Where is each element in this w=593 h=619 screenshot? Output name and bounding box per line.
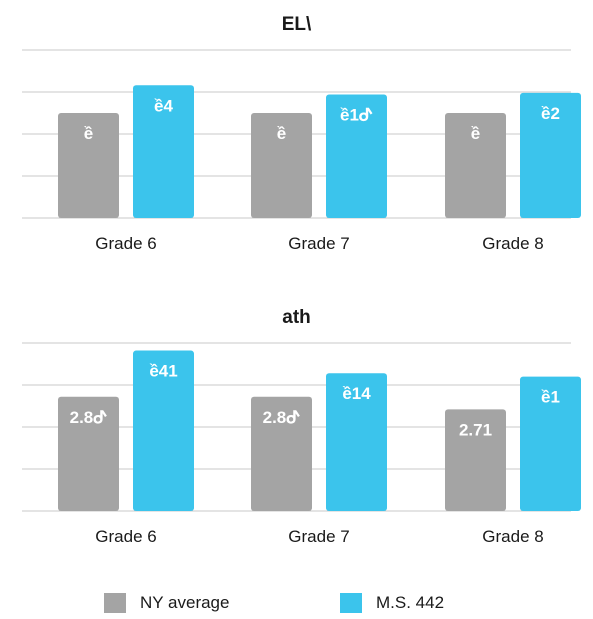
bar-ms-6: [133, 85, 194, 218]
legend-swatch-ny: [104, 593, 126, 613]
bar-ny-6: [58, 396, 119, 511]
data-label-ms-7: ề14: [342, 384, 371, 403]
data-label-ny-6: 2.8ᕷ: [70, 408, 108, 427]
bar-ms-7: [326, 373, 387, 511]
bar-ms-7: [326, 94, 387, 218]
x-tick-label: Grade 7: [288, 234, 349, 253]
data-label-ny-8: ề: [471, 124, 480, 143]
x-tick-label: Grade 6: [95, 527, 156, 546]
data-label-ny-7: ề: [277, 124, 286, 143]
x-tick-label: Grade 8: [482, 527, 543, 546]
bar-ms-6: [133, 350, 194, 511]
data-label-ny-8: 2.71: [459, 420, 492, 439]
bar-ny-7: [251, 113, 312, 218]
math-bar-chart: 2.8ᕷ ề41 Grade 6 2.8ᕷ ề14 Grade 7 2.71 ề1 Grade …: [22, 342, 581, 546]
data-label-ny-7: 2.8ᕷ: [263, 408, 301, 427]
bar-ny-8: [445, 409, 506, 511]
legend-label-ny: NY average: [140, 593, 230, 612]
legend-swatch-ms: [340, 593, 362, 613]
math-chart-title: ath: [282, 307, 311, 328]
x-tick-label: Grade 7: [288, 527, 349, 546]
legend: NY average M.S. 442: [0, 593, 593, 617]
bar-ny-7: [251, 396, 312, 511]
legend-item-ms: M.S. 442: [340, 593, 444, 613]
data-label-ny-6: ề: [84, 124, 93, 143]
bar-ms-8: [520, 92, 581, 218]
data-label-ms-7: ề1ᕷ: [340, 106, 373, 125]
data-label-ms-6: ề4: [154, 96, 173, 115]
ela-bar-chart: ề ề4 Grade 6 ề ề1ᕷ Grade 7 ề ề2 Grade 8: [22, 49, 581, 253]
bar-ny-8: [445, 113, 506, 218]
ela-chart-title: EL\: [281, 14, 312, 35]
x-tick-label: Grade 6: [95, 234, 156, 253]
legend-label-ms: M.S. 442: [376, 593, 445, 612]
bar-ny-6: [58, 113, 119, 218]
data-label-ms-8: ề1: [541, 388, 560, 407]
data-label-ms-8: ề2: [541, 104, 560, 123]
x-tick-label: Grade 8: [482, 234, 543, 253]
legend-item-ny: NY average: [104, 593, 229, 613]
bar-ms-8: [520, 376, 581, 511]
data-label-ms-6: ề41: [149, 362, 177, 381]
